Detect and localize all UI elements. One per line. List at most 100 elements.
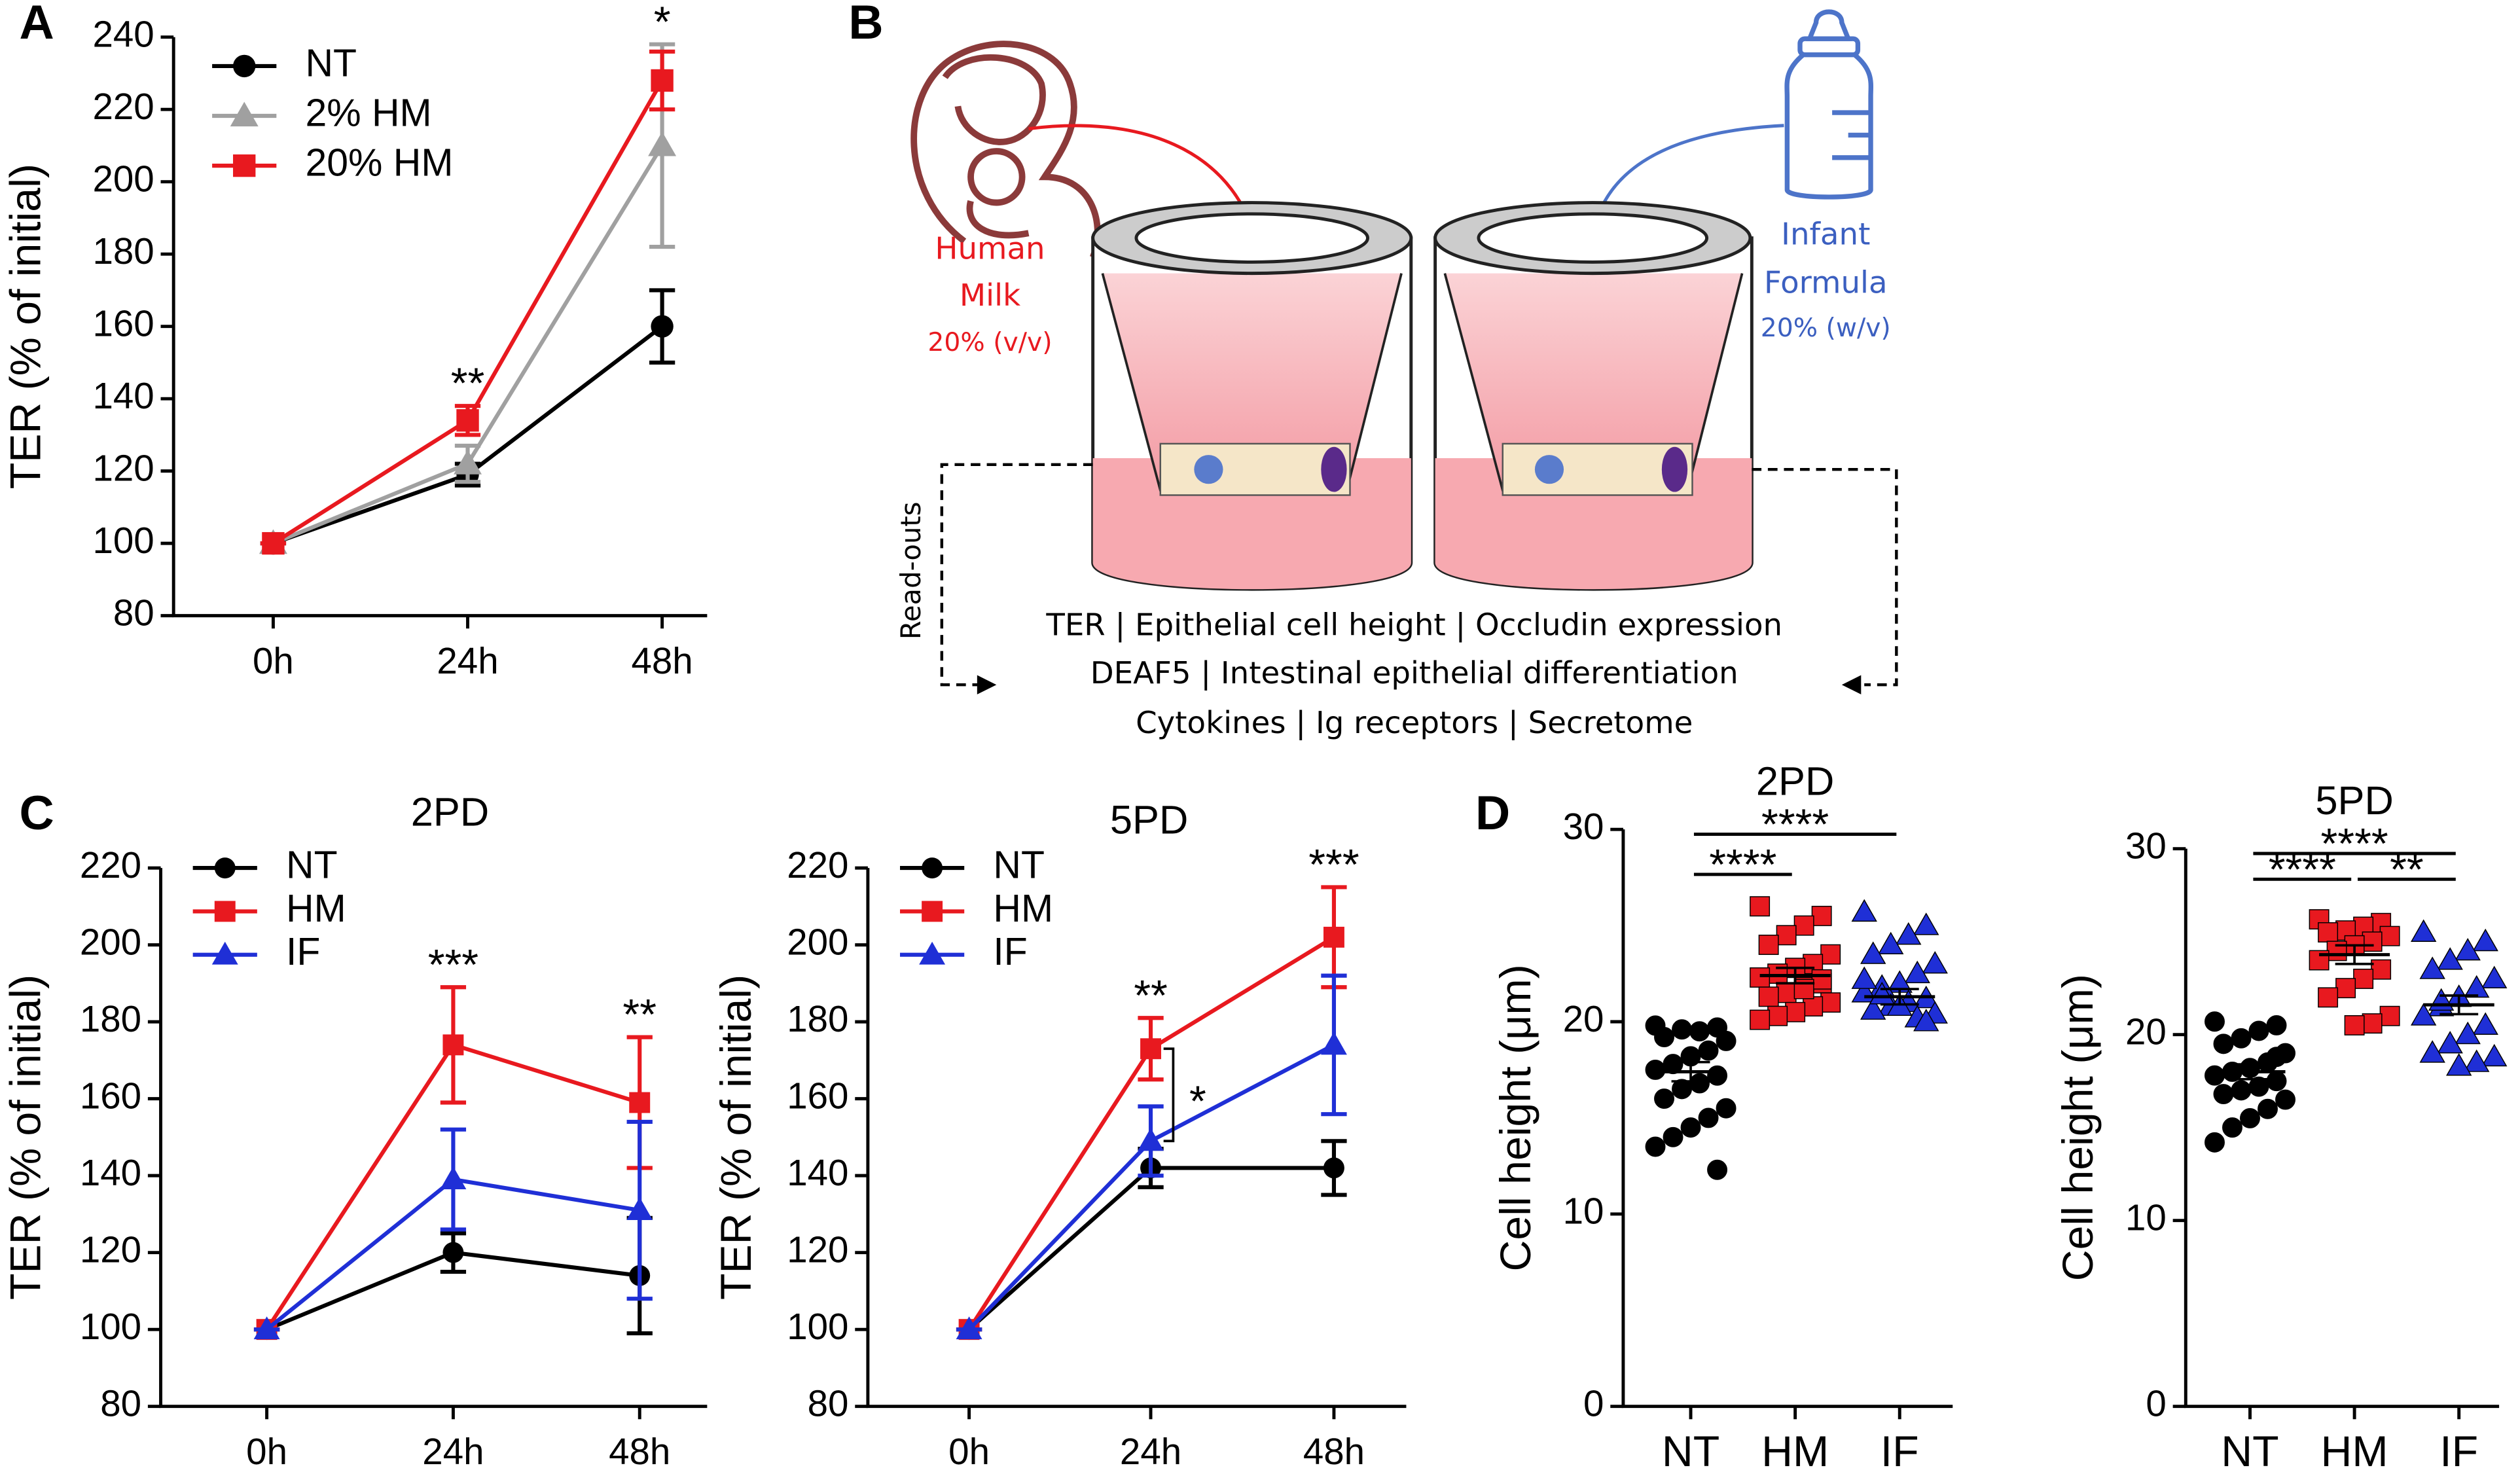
marker [1672, 1079, 1692, 1100]
sem-bar [1671, 1060, 1710, 1083]
marker [2344, 1015, 2365, 1035]
marker [2379, 1005, 2400, 1026]
side-label: Read-outs [895, 501, 927, 639]
readout-line [940, 463, 1093, 687]
marker [2213, 1084, 2234, 1104]
marker [2464, 1049, 2490, 1072]
annotation: * [1189, 1077, 1206, 1126]
x-tick-label: 24h [1120, 1431, 1181, 1472]
x-tick-label: 24h [422, 1431, 484, 1472]
y-axis-label: Cell height (μm) [1492, 964, 1540, 1271]
marker [1323, 926, 1344, 948]
x-tick-label: 48h [1303, 1431, 1365, 1472]
marker [2472, 928, 2498, 952]
legend-marker [233, 54, 256, 78]
y-axis-label: TER (% of initial) [712, 975, 761, 1300]
marker [1698, 1040, 1719, 1061]
marker [1750, 967, 1771, 988]
y-tick-label: 180 [92, 230, 154, 272]
marker [2410, 919, 2437, 942]
annotation: ** [622, 991, 657, 1039]
marker [2318, 987, 2339, 1008]
marker [1803, 996, 1824, 1016]
x-tick-label: HM [1761, 1428, 1829, 1474]
panel-label: D [1475, 785, 1510, 840]
marker [1707, 1159, 1728, 1180]
sem-bar [1880, 988, 1919, 1006]
marker [2464, 975, 2490, 998]
x-tick-label: 48h [609, 1431, 670, 1472]
marker [2362, 931, 2383, 952]
marker [1922, 950, 1948, 974]
axis [1621, 829, 1953, 1409]
y-tick-label: 100 [92, 520, 154, 561]
significance-label: **** [1761, 800, 1829, 849]
legend-marker [230, 101, 259, 127]
y-tick-label: 20 [2125, 1011, 2167, 1052]
marker [1904, 960, 1930, 984]
marker [1654, 1027, 1674, 1047]
marker [2213, 1034, 2234, 1054]
marker [2481, 1043, 2508, 1067]
marker [1851, 966, 1877, 989]
marker [2472, 1012, 2498, 1035]
y-tick-label: 180 [80, 998, 141, 1039]
marker [2248, 1020, 2269, 1041]
marker [2455, 1021, 2481, 1045]
marker [2428, 988, 2455, 1011]
chart-title: 5PD [2315, 778, 2393, 823]
y-axis-label: TER (% of initial) [2, 164, 50, 489]
y-tick-label: 80 [808, 1383, 849, 1424]
y-tick-label: 220 [92, 86, 154, 127]
annotation: * [654, 0, 671, 46]
marker [1820, 944, 1841, 965]
marker [1750, 896, 1771, 917]
legend-label: HM [286, 888, 346, 930]
formula-label: Infant [1781, 217, 1870, 253]
marker [1138, 1128, 1164, 1151]
marker [1716, 1030, 1737, 1051]
y-tick-label: 120 [92, 448, 154, 489]
mother-icon [910, 41, 1101, 259]
annotation: *** [1308, 841, 1359, 890]
marker [1793, 915, 1814, 936]
transwell [1091, 201, 1413, 591]
marker [2266, 1015, 2287, 1035]
readout: Cytokines | Ig receptors | Secretome [1136, 706, 1693, 741]
marker [2437, 1030, 2463, 1054]
y-tick-label: 120 [787, 1229, 848, 1270]
significance-label: **** [1709, 841, 1776, 890]
sem-bar [2335, 944, 2374, 965]
marker [651, 315, 674, 338]
marker [1820, 992, 1841, 1013]
marker [2266, 1071, 2287, 1092]
legend-marker [922, 857, 943, 879]
formula-label: Formula [1764, 265, 1888, 300]
marker [2481, 965, 2508, 988]
arrow-head [1841, 675, 1862, 694]
transwell [1433, 201, 1754, 591]
marker [2231, 1028, 2252, 1049]
marker [1654, 1088, 1674, 1109]
x-tick-label: NT [2221, 1428, 2278, 1474]
marker [1785, 1001, 1806, 1022]
marker [626, 1197, 653, 1220]
marker [1776, 982, 1797, 1003]
marker [1716, 1098, 1737, 1119]
marker [648, 131, 677, 156]
marker [2362, 1013, 2383, 1034]
y-tick-label: 20 [1563, 998, 1604, 1039]
x-tick-label: 48h [631, 640, 693, 681]
marker [456, 409, 479, 432]
axis [866, 868, 1407, 1409]
x-tick-label: 24h [437, 640, 498, 681]
y-tick-label: 100 [787, 1306, 848, 1347]
arrow-head [977, 675, 997, 694]
x-tick-label: NT [1662, 1428, 1719, 1474]
bottle-icon [1784, 9, 1874, 200]
y-tick-label: 160 [92, 303, 154, 344]
legend-label: HM [993, 888, 1053, 930]
marker [1689, 1021, 1710, 1042]
